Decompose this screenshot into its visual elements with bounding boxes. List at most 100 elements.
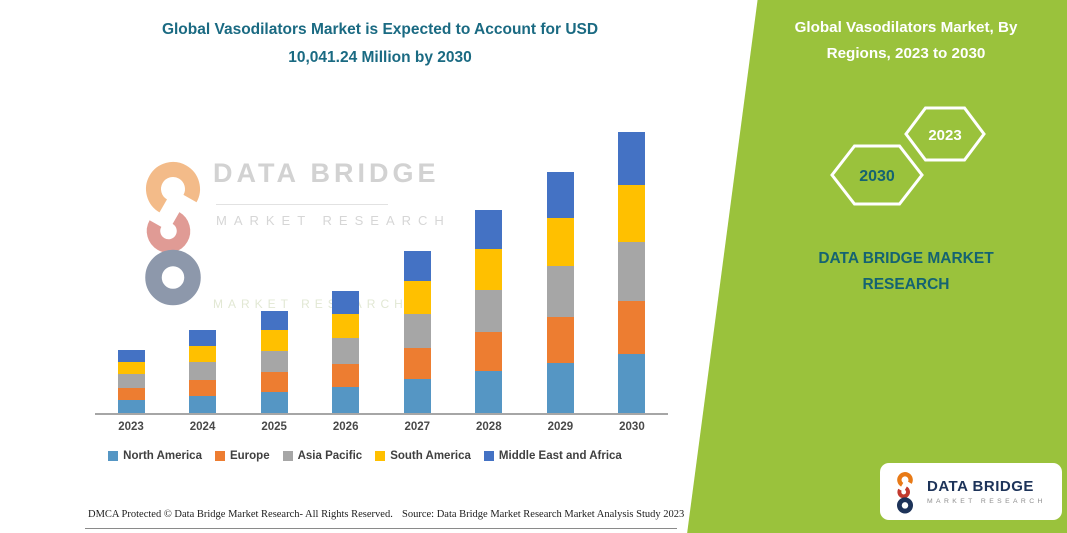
legend-swatch-europe bbox=[214, 451, 225, 461]
hexagon-2023 bbox=[904, 106, 986, 162]
footer-dmca-text: DMCA Protected © Data Bridge Market Rese… bbox=[88, 509, 393, 520]
x-axis-label-2025: 2025 bbox=[261, 421, 287, 433]
right-panel-title-line-1: Global Vasodilators Market, By bbox=[794, 19, 1018, 36]
segment-2025-middle-east-and-africa bbox=[260, 310, 288, 331]
bar-2026 bbox=[320, 290, 372, 413]
logo-card-brand: DATA BRIDGE bbox=[927, 478, 1034, 495]
segment-2027-europe bbox=[403, 348, 431, 379]
segment-2025-europe bbox=[260, 372, 288, 392]
legend-label-south-america: South America bbox=[390, 450, 471, 462]
legend-label-asia-pacific: Asia Pacific bbox=[297, 450, 363, 462]
segment-2026-north-america bbox=[332, 387, 360, 413]
segment-2024-middle-east-and-africa bbox=[189, 329, 217, 346]
segment-2028-north-america bbox=[475, 370, 503, 413]
bar-2023 bbox=[105, 349, 157, 413]
bar-2025 bbox=[248, 310, 300, 413]
segment-2024-asia-pacific bbox=[189, 362, 217, 380]
chart-plot bbox=[95, 110, 668, 415]
segment-2030-south-america bbox=[618, 185, 646, 242]
watermark-logo-icon bbox=[145, 162, 201, 306]
x-axis-label-2023: 2023 bbox=[118, 421, 144, 433]
segment-2028-asia-pacific bbox=[475, 289, 503, 332]
hexagon-2030-label: 2030 bbox=[859, 168, 895, 185]
segment-2029-south-america bbox=[546, 218, 574, 267]
segment-2026-asia-pacific bbox=[332, 338, 360, 365]
legend-label-north-america: North America bbox=[123, 450, 202, 462]
bar-2029 bbox=[534, 172, 586, 413]
segment-2026-middle-east-and-africa bbox=[332, 290, 360, 314]
stacked-bar-2023 bbox=[117, 349, 145, 413]
chart-legend: North America Europe Asia Pacific South Ame… bbox=[45, 450, 685, 462]
right-panel-brand-line-1: DATA BRIDGE MARKET bbox=[818, 250, 994, 267]
segment-2023-middle-east-and-africa bbox=[117, 349, 145, 362]
legend-swatch-asia-pacific bbox=[282, 451, 293, 461]
segment-2027-asia-pacific bbox=[403, 313, 431, 349]
segment-2029-europe bbox=[546, 316, 574, 363]
segment-2027-north-america bbox=[403, 378, 431, 413]
segment-2030-europe bbox=[618, 300, 646, 354]
stacked-bar-2028 bbox=[475, 210, 503, 413]
x-axis-label-2030: 2030 bbox=[619, 421, 645, 433]
stacked-bar-2029 bbox=[546, 172, 574, 413]
x-axis-labels: 2023 2024 2025 2026 2027 2028 2029 2030 bbox=[95, 421, 668, 433]
x-axis-label-2026: 2026 bbox=[332, 421, 359, 433]
databridge-logo-icon bbox=[896, 471, 914, 513]
hexagon-2030 bbox=[830, 144, 924, 206]
legend-label-middle-east-and-africa: Middle East and Africa bbox=[498, 450, 622, 462]
segment-2024-north-america bbox=[189, 395, 217, 413]
legend-item-middle-east-and-africa: Middle East and Africa bbox=[483, 450, 622, 462]
segment-2025-south-america bbox=[260, 330, 288, 351]
databridge-logo-card: DATA BRIDGE MARKET RESEARCH bbox=[880, 463, 1062, 520]
right-panel-brand: DATA BRIDGE MARKET RESEARCH bbox=[770, 246, 1042, 297]
segment-2023-asia-pacific bbox=[117, 374, 145, 388]
x-axis-label-2028: 2028 bbox=[476, 421, 502, 433]
logo-card-text: DATA BRIDGE MARKET RESEARCH bbox=[927, 478, 1046, 505]
x-axis-label-2024: 2024 bbox=[189, 421, 216, 433]
segment-2027-middle-east-and-africa bbox=[403, 250, 431, 282]
right-panel-title: Global Vasodilators Market, By Regions, … bbox=[765, 15, 1047, 67]
legend-swatch-south-america bbox=[375, 451, 386, 461]
stacked-bar-2024 bbox=[189, 329, 217, 413]
footer-source-text: Source: Data Bridge Market Research Mark… bbox=[402, 509, 685, 520]
hexagon-2023-label: 2023 bbox=[928, 127, 961, 144]
chart-title-line-1: Global Vasodilators Market is Expected t… bbox=[161, 21, 599, 38]
watermark-brand-text: DATA BRIDGE bbox=[213, 158, 440, 188]
right-panel-brand-line-2: RESEARCH bbox=[862, 275, 950, 293]
bar-2027 bbox=[391, 250, 443, 413]
legend-label-europe: Europe bbox=[229, 450, 270, 462]
segment-2023-south-america bbox=[117, 361, 145, 375]
bar-2030 bbox=[606, 132, 658, 413]
right-panel-title-line-2: Regions, 2023 to 2030 bbox=[826, 44, 986, 62]
logo-card-subtitle: MARKET RESEARCH bbox=[927, 498, 1046, 505]
segment-2025-north-america bbox=[260, 391, 288, 413]
watermark-subtitle-text: MARKET RESEARCH bbox=[216, 213, 451, 228]
segment-2023-europe bbox=[117, 387, 145, 400]
segment-2030-middle-east-and-africa bbox=[618, 132, 646, 186]
stacked-bar-2025 bbox=[260, 310, 288, 413]
x-axis-label-2029: 2029 bbox=[547, 421, 574, 433]
chart-title: Global Vasodilators Market is Expected t… bbox=[55, 16, 705, 72]
segment-2025-asia-pacific bbox=[260, 350, 288, 373]
segment-2029-asia-pacific bbox=[546, 266, 574, 317]
legend-item-north-america: North America bbox=[108, 450, 202, 462]
stacked-bar-2026 bbox=[332, 290, 360, 413]
legend-swatch-middle-east-and-africa bbox=[483, 451, 494, 461]
segment-2029-north-america bbox=[546, 362, 574, 413]
segment-2024-south-america bbox=[189, 345, 217, 363]
segment-2023-north-america bbox=[117, 399, 145, 413]
year-hexagon-badges: 2030 2023 bbox=[830, 106, 986, 206]
footer-divider bbox=[85, 528, 677, 529]
segment-2028-middle-east-and-africa bbox=[475, 210, 503, 249]
stacked-bar-2030 bbox=[618, 132, 646, 413]
segment-2026-south-america bbox=[332, 313, 360, 339]
segment-2030-asia-pacific bbox=[618, 241, 646, 301]
stacked-bar-2027 bbox=[403, 250, 431, 413]
bar-2028 bbox=[463, 210, 515, 413]
legend-swatch-north-america bbox=[108, 451, 119, 461]
segment-2030-north-america bbox=[618, 354, 646, 413]
segment-2028-europe bbox=[475, 332, 503, 371]
segment-2026-europe bbox=[332, 364, 360, 388]
x-axis-label-2027: 2027 bbox=[404, 421, 431, 433]
